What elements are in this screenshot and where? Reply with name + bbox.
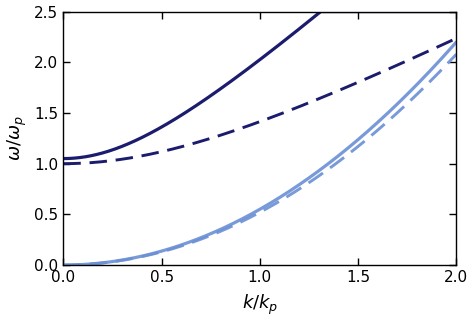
X-axis label: $k/k_p$: $k/k_p$ xyxy=(242,293,278,318)
Y-axis label: $\omega/\omega_p$: $\omega/\omega_p$ xyxy=(6,116,29,161)
